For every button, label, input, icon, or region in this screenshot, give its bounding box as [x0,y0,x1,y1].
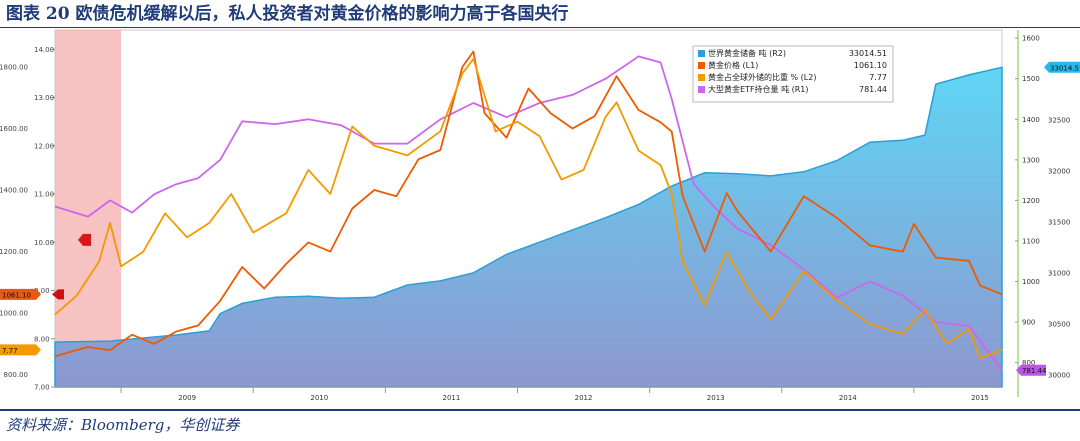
y-tick-label-left_outer: 800.00 [4,371,29,379]
y-tick-label-right_inner: 1300 [1022,156,1040,164]
x-tick-label: 2009 [178,394,196,402]
y-tick-label-left_inner: 11.00 [34,191,54,199]
x-axis-ticks: 2009 2010 2011 2012 2013 2014 2015 [120,387,989,402]
legend-label: 黄金价格 (L1) [708,60,758,70]
series-lines-layer [54,50,1003,371]
legend-label: 黄金占全球外储的比重 % (L2) [708,72,816,82]
y-tick-label-right_outer: 31500 [1048,218,1070,226]
legend-label: 世界黄金储备 吨 (R2) [708,48,786,58]
y-tick-label-left_outer: 1000.00 [0,310,28,318]
y-tick-label-left_outer: 1600.00 [0,125,28,133]
y-tick-label-left_inner: 9.00 [34,287,50,295]
series-area-world-reserves [54,66,1003,388]
y-tick-label-right_inner: 1500 [1022,75,1040,83]
end-tag-reserves-label: 33014.51 [1050,64,1080,72]
legend-value: 781.44 [859,85,887,94]
y-tick-label-left_outer: 1800.00 [0,63,28,71]
y-tick-label-right_inner: 1000 [1022,278,1040,286]
chart-area: 2009 2010 2011 2012 2013 2014 2015 800.00 1000.… [0,28,1080,414]
left-marker-2 [78,233,91,246]
legend-value: 7.77 [869,73,887,82]
end-tag-share-label: 7.77 [2,347,18,355]
legend-value: 33014.51 [849,49,887,58]
figure-title: 图表 20 欧债危机缓解以后，私人投资者对黄金价格的影响力高于各国央行 [6,4,569,24]
series-line-1 [54,55,1003,371]
end-tag-etf-label: 781.44 [1022,367,1047,375]
reserve-area-layer [54,66,1003,388]
y-tick-label-right_inner: 900 [1022,319,1035,327]
y-tick-label-left_inner: 10.00 [34,239,54,247]
y-tick-label-right_inner: 1200 [1022,197,1040,205]
y-tick-label-right_outer: 30000 [1048,371,1070,379]
series-line-3 [54,58,1003,359]
legend-value: 1061.10 [854,61,887,70]
legend-swatch [698,86,705,93]
y-tick-label-left_outer: 1200.00 [0,248,28,256]
y-tick-label-left_inner: 13.00 [34,94,54,102]
y-tick-label-right_outer: 32000 [1048,167,1070,175]
end-value-tags: 33014.51 1061.10 7.77 781.44 [0,61,1080,376]
x-tick-label: 2011 [443,394,461,402]
chart-legend: 世界黄金储备 吨 (R2) 33014.51 黄金价格 (L1) 1061.10 黄金占… [692,45,894,103]
y-tick-label-left_inner: 7.00 [34,384,50,392]
end-tag-share-shape [0,344,41,356]
end-tag-reserves-shape [1044,61,1080,73]
legend-swatch [698,50,705,57]
end-tag-price-shape [0,288,41,300]
legend-swatch [698,74,705,81]
y-tick-label-right_outer: 30500 [1048,320,1070,328]
left-marker-1 [52,289,64,300]
x-tick-label: 2012 [575,394,593,402]
y-tick-label-left_inner: 14.00 [34,46,54,54]
source-rule [0,409,1080,411]
legend-label: 大型黄金ETF持仓量 吨 (R1) [708,84,809,94]
x-tick-label: 2015 [971,394,989,402]
x-tick-label: 2013 [707,394,725,402]
legend-swatch [698,62,705,69]
y-tick-label-left_inner: 8.00 [34,335,50,343]
x-tick-label: 2010 [310,394,328,402]
series-line-2 [54,50,1003,358]
y-tick-label-left_inner: 12.00 [34,142,54,150]
y-tick-label-right_outer: 32500 [1048,116,1070,124]
y-tick-label-right_inner: 1400 [1022,116,1040,124]
end-tag-price-label: 1061.10 [2,291,31,299]
y-tick-label-right_inner: 800 [1022,359,1035,367]
x-tick-label: 2014 [839,394,857,402]
y-tick-label-right_inner: 1100 [1022,237,1040,245]
legend-box [692,45,894,103]
source-note: 资料来源：Bloomberg，华创证券 [6,416,240,434]
y-tick-label-left_outer: 1400.00 [0,187,28,195]
end-tag-etf-shape [1016,364,1046,376]
y-tick-label-right_outer: 31000 [1048,269,1070,277]
crisis-highlight-band [55,30,122,387]
y-tick-label-right_inner: 1600 [1022,35,1040,43]
